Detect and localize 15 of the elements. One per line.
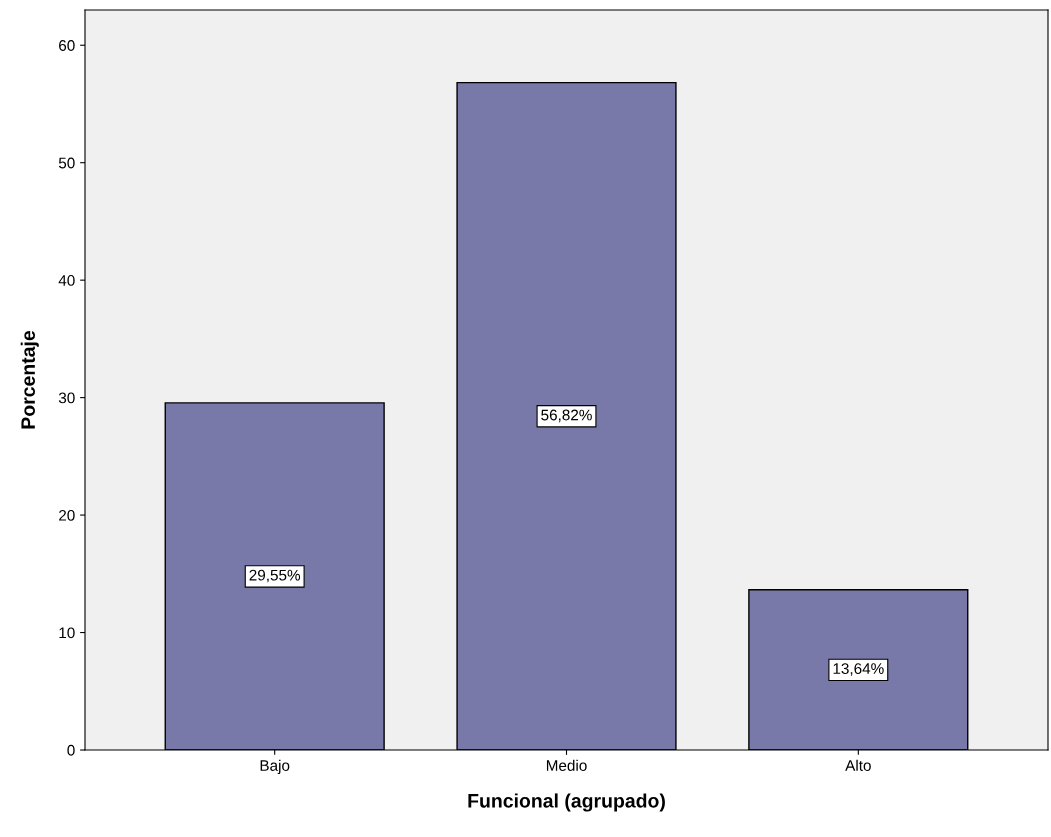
data-label: 13,64% xyxy=(833,663,884,676)
x-tick-label: Alto xyxy=(845,759,871,771)
y-tick-label: 50 xyxy=(58,157,75,169)
x-axis-title: Funcional (agrupado) xyxy=(468,793,665,812)
y-tick-label: 0 xyxy=(67,744,75,756)
data-label: 56,82% xyxy=(541,409,592,423)
y-tick-label: 20 xyxy=(59,509,75,521)
y-tick-label: 60 xyxy=(59,40,75,51)
y-tick-label: 40 xyxy=(58,275,75,286)
y-tick-label: 30 xyxy=(58,392,75,404)
x-tick-label: Medio xyxy=(546,759,587,771)
x-tick-label: Bajo xyxy=(260,759,290,774)
data-label: 29,55% xyxy=(249,569,301,583)
y-axis-title: Porcentaje xyxy=(20,330,39,429)
y-tick-label: 10 xyxy=(59,627,75,639)
